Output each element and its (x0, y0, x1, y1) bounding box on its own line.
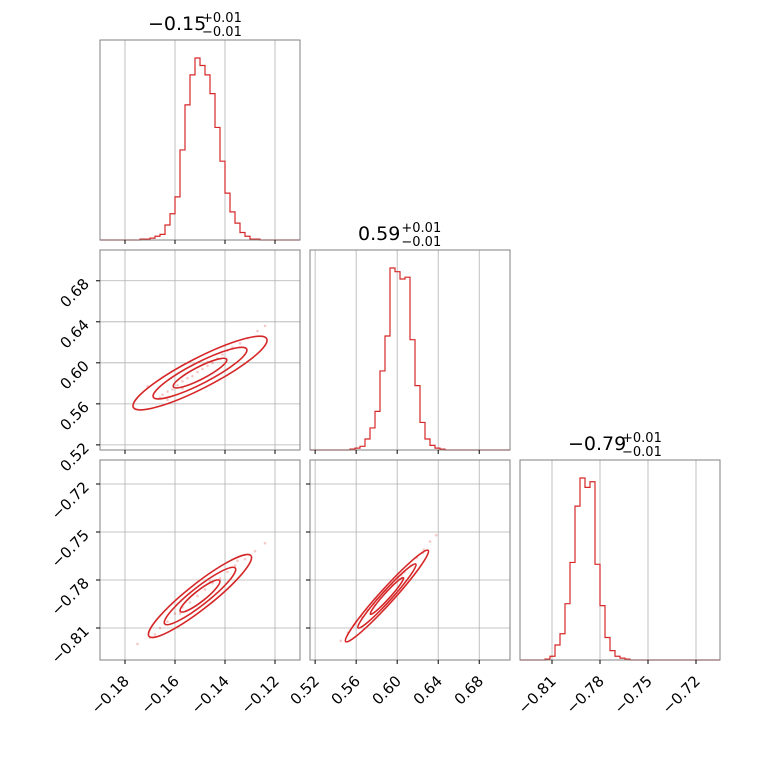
sample-point-2 (161, 393, 164, 396)
sample-point-12 (211, 361, 214, 365)
sample-point-14 (253, 549, 257, 553)
sample-point-15 (434, 533, 438, 537)
sample-point-0 (339, 639, 343, 643)
contour-0 (179, 579, 221, 613)
sample-point-3 (166, 390, 169, 393)
sample-point-13 (243, 557, 247, 561)
sample-point-8 (191, 374, 194, 378)
sample-point-4 (171, 388, 174, 391)
title-sub-1: −0.01 (401, 235, 441, 250)
title-1: 0.59 (358, 223, 400, 245)
panel-frame-2-2 (519, 459, 721, 661)
x-tick-label-2-3: −0.72 (659, 672, 704, 717)
x-tick-label-0-0: −0.18 (88, 672, 133, 717)
x-tick-label-1-3: 0.64 (410, 672, 446, 708)
sample-point-11 (226, 570, 229, 574)
x-tick-label-2-0: −0.81 (515, 672, 560, 717)
title-sub-0: −0.01 (202, 25, 242, 40)
histogram-1 (310, 267, 510, 451)
sample-point-14 (221, 353, 224, 356)
sample-point-5 (176, 384, 179, 387)
sample-point-17 (178, 612, 182, 615)
sample-point-8 (203, 588, 207, 591)
panel-2-1 (309, 459, 511, 661)
y-tick-label-2-1: −0.78 (48, 574, 93, 619)
y-tick-label-2-0: −0.81 (48, 622, 93, 667)
panel-frame-2-1 (309, 459, 511, 661)
panel-0-0 (99, 39, 301, 241)
sample-point-21 (166, 398, 169, 402)
title-sup-0: +0.01 (202, 11, 242, 26)
sample-point-7 (196, 594, 199, 598)
sample-point-16 (153, 633, 157, 636)
histogram-2 (520, 477, 720, 661)
y-tick-label-2-3: −0.72 (48, 478, 93, 523)
contour-1 (163, 566, 237, 626)
sample-point-4 (173, 612, 177, 615)
contour-1 (356, 563, 417, 629)
title-sub-2: −0.01 (622, 445, 662, 460)
contour-0 (369, 576, 405, 616)
panel-1-0 (99, 249, 301, 451)
sample-point-20 (263, 324, 267, 328)
sample-point-19 (236, 559, 239, 563)
y-tick-label-1-4: 0.68 (56, 275, 92, 311)
y-tick-label-2-2: −0.75 (48, 526, 93, 571)
x-tick-label-1-2: 0.60 (369, 672, 405, 708)
panel-frame-1-1 (309, 249, 511, 451)
sample-point-9 (196, 370, 199, 374)
contour-0 (172, 357, 228, 389)
contour-2 (147, 553, 253, 639)
x-tick-label-0-2: −0.14 (188, 672, 233, 717)
y-tick-label-1-1: 0.56 (56, 398, 92, 434)
x-tick-label-1-4: 0.68 (451, 672, 487, 708)
y-tick-label-1-0: 0.52 (56, 439, 92, 475)
panel-2-0 (99, 459, 301, 661)
title-0: −0.15 (148, 13, 206, 35)
sample-point-0 (136, 642, 139, 646)
title-2: −0.79 (568, 433, 626, 455)
sample-point-19 (256, 329, 259, 333)
x-tick-label-1-1: 0.56 (328, 672, 364, 708)
histogram-0 (100, 57, 300, 241)
sample-point-10 (201, 367, 204, 371)
x-tick-label-2-1: −0.78 (563, 672, 608, 717)
x-tick-label-2-2: −0.75 (611, 672, 656, 717)
sample-point-11 (206, 364, 209, 368)
sample-point-14 (428, 540, 432, 543)
x-tick-label-0-3: −0.12 (238, 672, 283, 717)
sample-point-6 (188, 601, 192, 604)
panel-2-2 (519, 459, 721, 661)
contour-1 (152, 346, 248, 400)
sample-point-2 (158, 626, 162, 630)
y-tick-label-1-2: 0.60 (56, 357, 92, 393)
sample-point-7 (186, 376, 189, 380)
x-tick-label-1-0: 0.52 (287, 672, 323, 708)
panel-1-1 (309, 249, 511, 451)
panel-frame-1-0 (99, 249, 301, 451)
title-sup-2: +0.01 (622, 431, 662, 446)
contour-2 (132, 335, 268, 411)
sample-point-15 (263, 541, 267, 545)
sample-point-17 (238, 342, 242, 345)
panel-frame-2-0 (99, 459, 301, 661)
panel-frame-0-0 (99, 39, 301, 241)
contour-2 (344, 549, 430, 643)
title-sup-1: +0.01 (401, 221, 441, 236)
sample-point-6 (181, 379, 184, 383)
sample-point-3 (166, 620, 169, 623)
sample-point-12 (233, 564, 237, 567)
y-tick-label-1-3: 0.64 (56, 316, 92, 352)
x-tick-label-0-1: −0.16 (138, 672, 183, 717)
sample-point-10 (218, 577, 222, 580)
